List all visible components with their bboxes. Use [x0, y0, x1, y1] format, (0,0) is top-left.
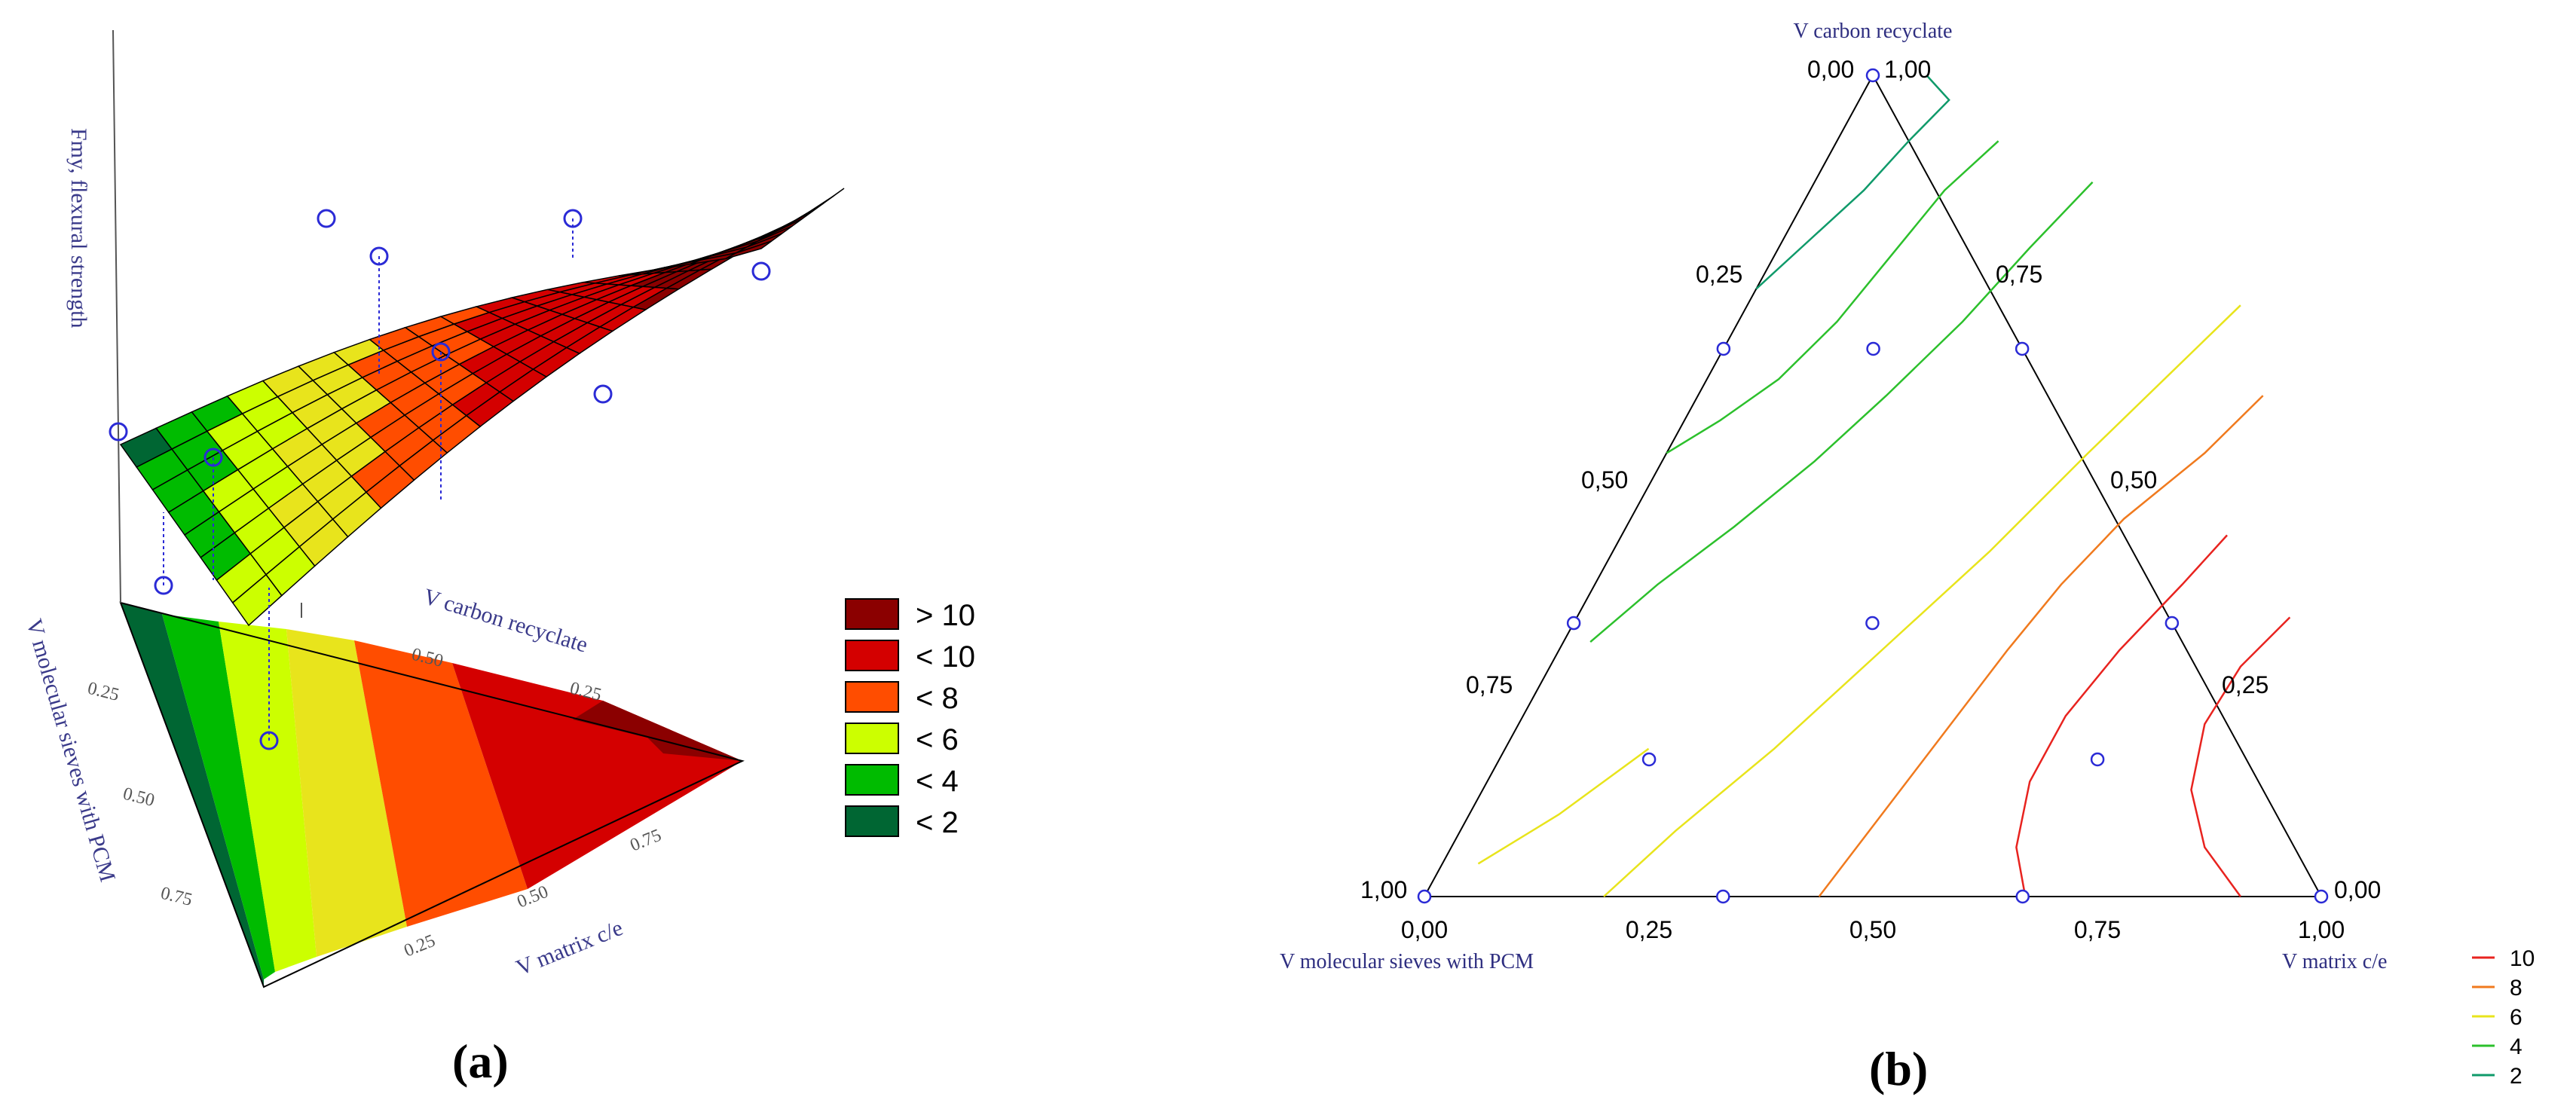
legend-b-label-1: 8: [2510, 976, 2522, 1001]
legend-a-swatch-1: [845, 640, 899, 671]
legend-a-swatch-0: [845, 598, 899, 630]
legend-b: 10 8 6 4 2: [2472, 946, 2535, 1089]
legend-a-label-5: < 2: [916, 806, 959, 839]
legend-b-label-4: 2: [2510, 1064, 2522, 1089]
vertex-label-matrix: V matrix c/e: [2282, 950, 2387, 973]
contour-line-4-5: [1589, 181, 2094, 643]
contour-line-10-1: [2190, 616, 2291, 897]
design-point-9: [1865, 68, 1880, 83]
base-region-green: [162, 614, 275, 979]
response-surface-mesh: [119, 188, 845, 627]
design-point-0: [1417, 889, 1432, 904]
bottom-tick-2: 0,50: [1849, 916, 1896, 943]
design-point-3d-9: [259, 731, 279, 750]
base-region-orange: [354, 640, 528, 927]
z-axis-line: [112, 29, 121, 603]
vertex-label-carbon: V carbon recyclate: [1794, 20, 1953, 43]
left-value-100: 1,00: [1360, 876, 1407, 903]
tick-matrix-075: 0.75: [628, 826, 665, 856]
legend-a: > 10 < 10 < 8 < 6 < 4 < 2: [845, 598, 975, 839]
design-point-8: [2015, 341, 2030, 356]
design-point-12: [1866, 341, 1880, 356]
legend-a-label-0: > 10: [916, 599, 975, 632]
contour-lines: [1477, 75, 2291, 897]
base-region-dark-red-2: [618, 708, 742, 761]
legend-a-swatch-4: [845, 764, 899, 796]
base-region-yellow: [286, 629, 407, 957]
legend-a-swatch-2: [845, 681, 899, 713]
ternary-triangle-outline: [1423, 73, 2323, 897]
contour-line-6-3: [1603, 304, 2241, 897]
design-point-5: [1865, 616, 1880, 631]
tick-sieves-075: 0.75: [159, 884, 194, 910]
contour-line-8-2: [1818, 395, 2264, 897]
design-point-3d-2: [431, 342, 451, 362]
legend-a-label-3: < 6: [916, 723, 959, 756]
tick-matrix-025: 0.25: [402, 931, 439, 961]
legend-a-label-1: < 10: [916, 640, 975, 674]
legend-a-swatch-3: [845, 723, 899, 754]
design-point-7: [1716, 341, 1731, 356]
axis-label-sieves: V molecular sieves with PCM: [21, 616, 120, 884]
design-point-3d-0: [317, 209, 336, 228]
legend-b-label-2: 6: [2510, 1005, 2522, 1030]
panel-a-label: (a): [452, 1034, 509, 1088]
left-tick-075: 0,75: [1466, 671, 1513, 698]
design-point-3d-5: [593, 384, 613, 404]
design-point-3d-7: [203, 448, 223, 467]
top-value-000: 0,00: [1807, 56, 1854, 83]
base-region-yellow-green: [219, 622, 317, 972]
design-points-3d: [109, 209, 771, 750]
z-axis-label: Fmy, flexural strength: [66, 128, 91, 328]
design-point-2: [2015, 889, 2030, 904]
bottom-tick-0: 0,00: [1401, 916, 1448, 943]
tick-sieves-025: 0.25: [86, 679, 121, 705]
right-tick-075: 0,75: [1996, 261, 2042, 288]
top-value-100: 1,00: [1884, 56, 1931, 83]
legend-b-label-3: 4: [2510, 1034, 2522, 1059]
legend-a-label-4: < 4: [916, 765, 959, 798]
axis-label-matrix: V matrix c/e: [512, 915, 626, 981]
left-tick-025: 0,25: [1696, 261, 1742, 288]
design-point-3d-6: [109, 422, 128, 441]
design-point-10: [1641, 752, 1657, 767]
right-tick-050: 0,50: [2110, 466, 2157, 493]
right-tick-025: 0,25: [2222, 671, 2269, 698]
design-points-2d: [1417, 68, 2329, 904]
design-point-3: [2314, 889, 2329, 904]
design-point-3d-4: [751, 261, 771, 281]
contour-line-4-6: [1666, 140, 1999, 454]
panel-a-3d-surface-plot: Fmy, flexural strength V carbon recyclat…: [21, 29, 975, 1088]
contour-line-6-4: [1477, 747, 1650, 865]
bottom-tick-3: 0,75: [2074, 916, 2121, 943]
legend-b-label-0: 10: [2510, 946, 2535, 971]
bottom-tick-1: 0,25: [1626, 916, 1672, 943]
base-region-red: [452, 663, 742, 889]
design-point-11: [2090, 752, 2105, 767]
contour-line-2-7: [1755, 75, 1950, 290]
panel-b-ternary-contour-plot: V carbon recyclate V molecular sieves wi…: [1280, 20, 2535, 1095]
left-tick-050: 0,50: [1581, 466, 1628, 493]
contour-line-10-0: [2015, 534, 2228, 897]
design-point-4: [1566, 616, 1581, 631]
tick-sieves-050: 0.50: [121, 784, 157, 811]
legend-a-swatch-5: [845, 805, 899, 837]
ternary-base-outline: [119, 601, 745, 988]
design-point-3d-3: [563, 209, 583, 228]
panel-b-label: (b): [1869, 1042, 1928, 1095]
bottom-tick-4: 1,00: [2298, 916, 2345, 943]
design-point-3d-1: [369, 246, 389, 266]
right-value-000: 0,00: [2334, 876, 2381, 903]
legend-a-label-2: < 8: [916, 682, 959, 715]
surface-cell-17-7: [800, 188, 845, 218]
vertex-label-sieves: V molecular sieves with PCM: [1280, 950, 1534, 973]
design-point-3d-8: [154, 576, 173, 595]
design-point-1: [1716, 889, 1730, 904]
design-point-6: [2165, 616, 2180, 631]
axis-label-carbon: V carbon recyclate: [421, 584, 591, 658]
